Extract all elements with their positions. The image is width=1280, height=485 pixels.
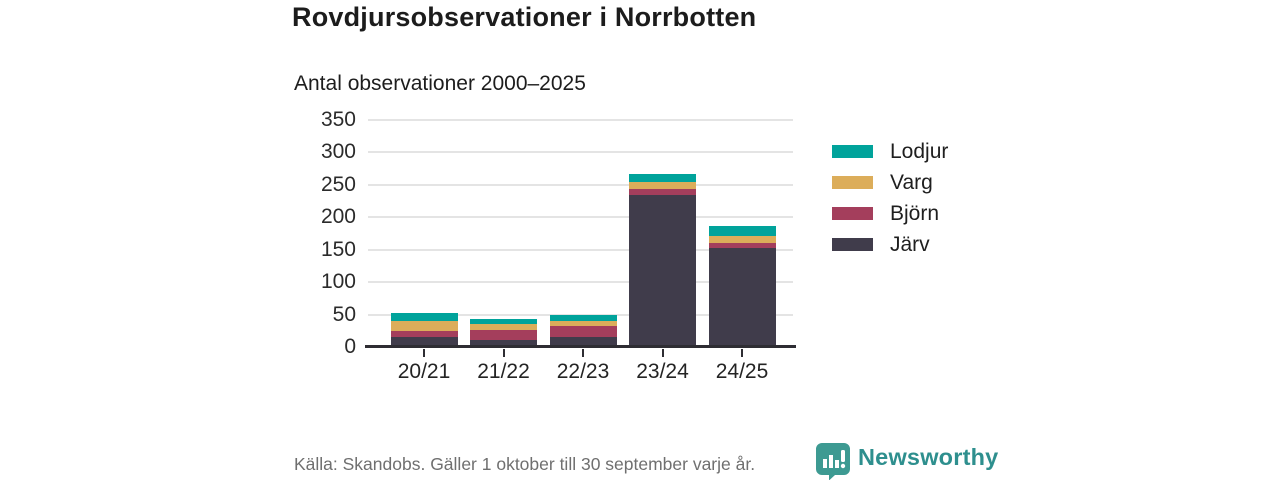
legend-swatch-varg: [832, 176, 873, 189]
bar-segment-22-23-björn: [549, 325, 617, 338]
y-tick-label-0: 0: [344, 335, 356, 358]
bar-segment-22-23-järv: [549, 337, 617, 347]
bar-segment-24-25-lodjur: [708, 226, 776, 237]
y-tick-label-150: 150: [320, 237, 356, 261]
legend-swatch-järv: [832, 238, 873, 251]
bar-segment-21-22-järv: [470, 339, 537, 347]
legend-item-järv: Järv: [832, 229, 948, 260]
bar-segment-24-25-järv: [708, 248, 776, 347]
newsworthy-logo[interactable]: Newsworthy: [815, 442, 998, 485]
bar-segment-23-24-björn: [629, 188, 696, 195]
x-axis-line: [365, 345, 796, 348]
bar-segment-21-22-björn: [470, 330, 537, 340]
bar-segment-24-25-varg: [708, 236, 776, 244]
x-tick-21-22: [502, 349, 505, 357]
legend-label-varg: Varg: [890, 170, 933, 194]
gridline-150: [368, 248, 793, 251]
bar-segment-20-21-lodjur: [390, 312, 458, 322]
y-tick-label-50: 50: [332, 302, 356, 326]
newsworthy-wordmark: Newsworthy: [858, 444, 999, 470]
legend-item-lodjur: Lodjur: [832, 136, 948, 167]
plot-area: 20/21 21/22 22/23 23/24 24/25: [365, 119, 796, 383]
bar-segment-20-21-järv: [390, 337, 458, 347]
gridline-350: [368, 119, 793, 121]
legend: Lodjur Varg Björn Järv: [832, 136, 948, 260]
bar-segment-21-22-lodjur: [470, 319, 537, 324]
newsworthy-chart-bubble-icon: [815, 442, 851, 485]
legend-label-björn: Björn: [890, 201, 940, 225]
source-note: Källa: Skandobs. Gäller 1 oktober till 3…: [294, 454, 756, 474]
legend-item-björn: Björn: [832, 198, 948, 229]
x-tick-label-22-23: 22/23: [556, 360, 610, 383]
bar-segment-23-24-järv: [629, 194, 696, 347]
x-tick-label-20-21: 20/21: [397, 360, 451, 383]
y-tick-label-250: 250: [320, 172, 356, 196]
x-tick-22-23: [582, 349, 584, 357]
x-tick-23-24: [661, 349, 664, 357]
gridline-200: [368, 216, 793, 219]
gridline-100: [368, 281, 793, 284]
gridline-50: [368, 313, 793, 316]
bar-segment-23-24-varg: [629, 182, 696, 189]
legend-item-varg: Varg: [832, 167, 948, 198]
bar-segment-20-21-björn: [390, 330, 458, 338]
bar-segment-23-24-lodjur: [629, 174, 696, 183]
x-tick-label-21-22: 21/22: [477, 360, 530, 383]
y-tick-label-300: 300: [320, 140, 356, 164]
legend-label-lodjur: Lodjur: [890, 139, 949, 163]
x-tick-20-21: [423, 349, 425, 357]
bar-segment-22-23-lodjur: [549, 315, 617, 322]
gridline-300: [368, 151, 793, 154]
y-tick-label-100: 100: [320, 270, 356, 294]
y-tick-label-200: 200: [320, 205, 356, 229]
bar-segment-21-22-varg: [470, 323, 537, 331]
chart-subtitle: Antal observationer 2000–2025: [294, 72, 586, 95]
legend-swatch-björn: [832, 207, 873, 220]
bar-segment-24-25-björn: [708, 243, 776, 249]
x-tick-label-24-25: 24/25: [715, 360, 769, 383]
chart-title: Rovdjursobservationer i Norrbotten: [292, 2, 757, 32]
bar-segment-20-21-varg: [390, 321, 458, 331]
x-tick-24-25: [741, 349, 743, 357]
bar-segment-22-23-varg: [549, 321, 617, 326]
x-tick-label-23-24: 23/24: [636, 360, 689, 383]
gridline-250: [368, 183, 793, 186]
legend-swatch-lodjur: [832, 145, 873, 158]
y-tick-label-350: 350: [320, 108, 356, 131]
legend-label-järv: Järv: [890, 232, 930, 256]
